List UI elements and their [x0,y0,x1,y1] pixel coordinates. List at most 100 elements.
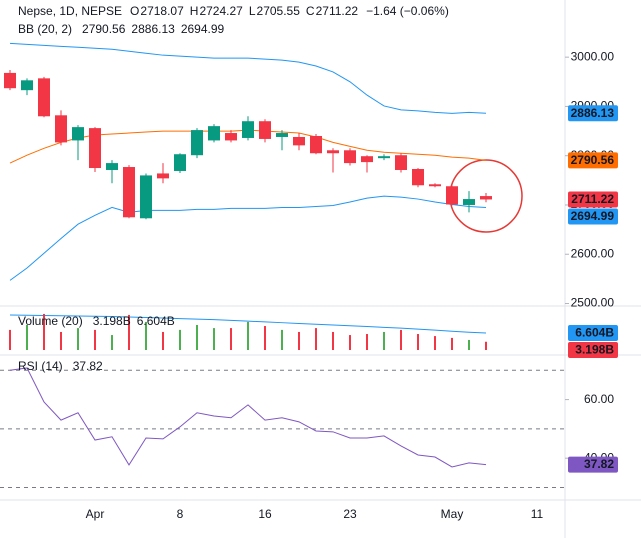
candle-body [140,175,152,219]
candle-body [344,150,356,164]
y-tick-label: 3000.00 [571,49,615,63]
volume-bar [281,329,283,350]
price-label: 3.198B [575,343,614,357]
candle-body [395,155,407,170]
candle-body [310,135,322,154]
volume-bar [247,321,249,350]
price-label-box [568,324,618,341]
legend-text: C [306,4,315,18]
candle-body [259,121,271,139]
price-label: 6.604B [575,326,614,340]
volume-bar [298,331,300,350]
volume-bar [264,326,266,350]
legend-text: 37.82 [73,359,103,373]
candle-body [378,156,390,159]
band-line [9,195,487,281]
volume-bar [26,325,28,350]
legend-text: 2711.22 [316,4,359,18]
candle-body [21,80,33,91]
band-line [9,42,487,114]
legend-text: 2718.07 [140,4,184,18]
legend-text: L [249,4,256,18]
volume-bar [43,313,45,350]
candle-body [174,154,186,171]
candle-body [55,115,67,143]
y-tick-label: 60.00 [584,392,614,406]
volume-bar [94,329,96,350]
chart-title: Nepse, 1D, NEPSE [18,4,122,18]
price-label-box [568,191,618,208]
volume-bar [213,328,215,350]
candle-body [106,163,118,170]
volume-bar [162,331,164,350]
candle-body [361,156,373,163]
price-label-box [568,456,618,473]
x-tick-label: 11 [531,507,544,521]
volume-ma-line [9,314,487,334]
legend-text: 3.198B [93,314,131,328]
price-label-box [568,208,618,225]
candle-body [157,173,169,179]
legend-text: 2705.55 [257,4,301,18]
price-label-box [568,341,618,358]
volume-bar [417,334,419,350]
x-tick-label: 8 [177,507,184,521]
volume-bar [451,337,453,350]
x-tick-label: 16 [258,507,272,521]
volume-bar [383,331,385,350]
candle-body [293,136,305,146]
volume-bar [434,336,436,350]
y-tick-label: 2600.00 [571,246,615,260]
volume-bar [349,335,351,350]
price-label: 2790.56 [571,153,615,167]
price-label: 37.82 [584,457,614,471]
volume-bar [111,335,113,350]
rsi-line [9,367,487,468]
y-tick-label: 2500.00 [571,296,615,310]
candle-body [429,184,441,187]
x-tick-label: Apr [86,507,105,521]
candle-body [446,186,458,205]
volume-bar [60,331,62,350]
volume-bar [315,328,317,350]
volume-bar [332,331,334,350]
legend-text: 2790.56 [82,22,126,36]
legend-text: H [190,4,199,18]
price-label-box [568,152,618,169]
volume-bar [128,314,130,350]
volume-bar [230,328,232,350]
legend-text: 2724.27 [199,4,243,18]
volume-bar [179,329,181,350]
x-tick-label: May [441,507,464,521]
volume-bar [145,321,147,350]
legend-text: 6.604B [137,314,175,328]
candle-body [276,133,288,137]
volume-bar [196,325,198,350]
candle-body [463,199,475,205]
price-label: 2694.99 [571,209,615,223]
volume-bar [366,334,368,350]
volume-bar [9,329,11,350]
candle-body [208,126,220,141]
candle-body [72,127,84,141]
volume-bar [485,341,487,350]
legend-text: RSI (14) [18,359,63,373]
candle-body [123,167,135,218]
candle-body [89,128,101,169]
candle-body [327,150,339,154]
legend-text: Volume (20) [18,314,83,328]
legend-text: BB (20, 2) [18,22,72,36]
candle-body [38,78,50,117]
volume-bar [77,328,79,350]
candle-body [242,121,254,138]
candle-body [225,133,237,141]
price-label: 2886.13 [571,106,615,120]
volume-bar [468,339,470,350]
candle-body [4,72,16,89]
price-label-box [568,105,618,122]
price-label: 2711.22 [571,192,614,206]
candle-body [480,196,492,200]
x-tick-label: 23 [343,507,357,521]
